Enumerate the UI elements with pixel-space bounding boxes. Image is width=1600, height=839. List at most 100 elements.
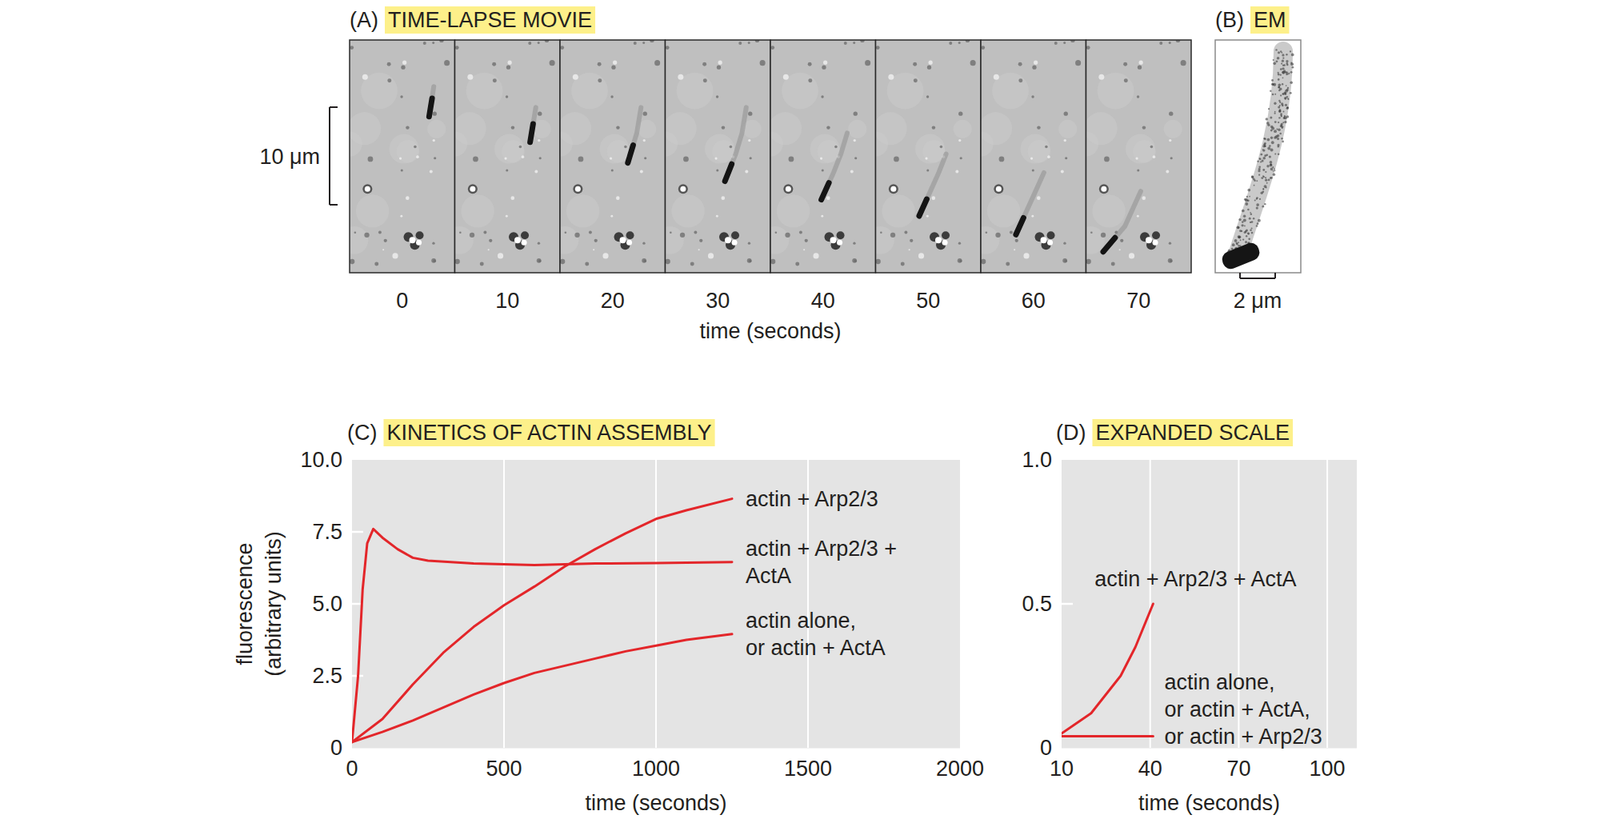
em-stipple	[1244, 240, 1248, 244]
speck	[770, 259, 776, 264]
em-stipple	[1274, 120, 1277, 124]
speck	[1104, 156, 1110, 163]
texture	[953, 120, 972, 139]
speck	[387, 78, 392, 83]
em-stipple	[1289, 80, 1293, 84]
speck	[537, 139, 540, 142]
em-stipple	[1286, 107, 1289, 110]
em-stipple	[1264, 176, 1267, 179]
em-stipple	[1238, 218, 1241, 221]
em-stipple	[1272, 170, 1275, 172]
frame-border	[560, 40, 666, 273]
em-stipple	[1280, 68, 1283, 71]
speck	[1136, 95, 1140, 98]
em-stipple	[1262, 148, 1265, 152]
em-stipple	[1244, 231, 1247, 234]
speck	[985, 231, 988, 234]
em-stipple	[1292, 66, 1295, 69]
em-stipple	[1269, 90, 1272, 92]
y-tick-label: 5.0	[312, 592, 343, 616]
em-stipple	[1240, 224, 1244, 227]
em-stipple	[1246, 196, 1248, 198]
em-stipple	[1290, 62, 1294, 66]
speck	[505, 95, 508, 98]
y-tick-mark	[1061, 603, 1073, 606]
em-stipple	[1270, 176, 1273, 180]
em-stipple	[1237, 235, 1241, 239]
speck	[1054, 41, 1058, 45]
speck	[354, 231, 357, 234]
y-tick-label: 1.0	[1021, 448, 1052, 472]
particle-cluster	[514, 236, 521, 244]
speck	[955, 169, 959, 173]
texture	[560, 112, 592, 145]
em-stipple	[1256, 206, 1259, 209]
texture	[665, 112, 697, 145]
speck	[795, 262, 800, 267]
speck	[699, 239, 703, 243]
series-label: actin alone,or actin + ActA	[745, 608, 886, 660]
bacterium	[624, 141, 636, 167]
speck	[714, 157, 717, 160]
series-label-line: actin + Arp2/3 + ActA	[1094, 567, 1296, 592]
em-stipple	[1273, 129, 1277, 133]
em-stipple	[1290, 62, 1292, 64]
speck	[852, 41, 856, 44]
em-stipple	[1281, 140, 1284, 144]
em-stipple	[1272, 166, 1274, 168]
speck	[788, 156, 795, 163]
speck	[429, 169, 433, 173]
speck	[760, 60, 766, 66]
em-stipple	[1277, 106, 1280, 109]
speck	[820, 157, 823, 160]
particle-cluster	[626, 231, 635, 240]
em-stipple	[1263, 176, 1265, 178]
speck	[1033, 60, 1038, 65]
em-stipple	[1241, 220, 1244, 224]
speck	[1135, 157, 1138, 160]
scale-bar	[1240, 277, 1276, 280]
speck	[1111, 262, 1116, 267]
em-stipple	[1277, 128, 1281, 132]
em-stipple	[1245, 235, 1248, 237]
texture	[560, 226, 579, 255]
x-tick-label: 10	[1049, 756, 1074, 781]
em-stipple	[1259, 157, 1262, 160]
speck	[893, 156, 900, 163]
speck	[578, 156, 584, 163]
x-grid-line	[1149, 460, 1152, 748]
speck	[349, 45, 354, 50]
speck	[610, 95, 613, 98]
speck	[904, 231, 908, 235]
speck	[537, 112, 542, 116]
title-highlight	[1250, 6, 1290, 34]
texture	[770, 112, 802, 145]
em-stipple	[1266, 138, 1270, 142]
speck	[592, 248, 595, 251]
em-stipple	[1269, 160, 1273, 164]
particle	[678, 184, 688, 194]
speck	[624, 145, 628, 149]
texture	[671, 194, 704, 228]
particle	[469, 186, 476, 192]
em-stipple	[1247, 199, 1250, 202]
em-stipple	[1260, 160, 1262, 163]
speck	[716, 215, 719, 218]
em-stipple	[1260, 191, 1263, 194]
em-stipple	[1249, 212, 1252, 214]
speck	[958, 41, 961, 44]
texture	[1164, 120, 1183, 139]
speck	[928, 60, 933, 65]
em-stipple	[1278, 110, 1281, 113]
em-stipple	[1284, 104, 1288, 107]
speck	[392, 252, 398, 259]
speck	[748, 241, 751, 244]
speck	[1060, 169, 1064, 173]
speck	[611, 168, 614, 172]
em-stipple	[1270, 164, 1272, 166]
speck	[455, 259, 460, 264]
particle-cluster	[409, 236, 416, 244]
em-stipple	[1274, 112, 1276, 115]
speck	[853, 112, 858, 116]
particle	[1100, 186, 1107, 192]
